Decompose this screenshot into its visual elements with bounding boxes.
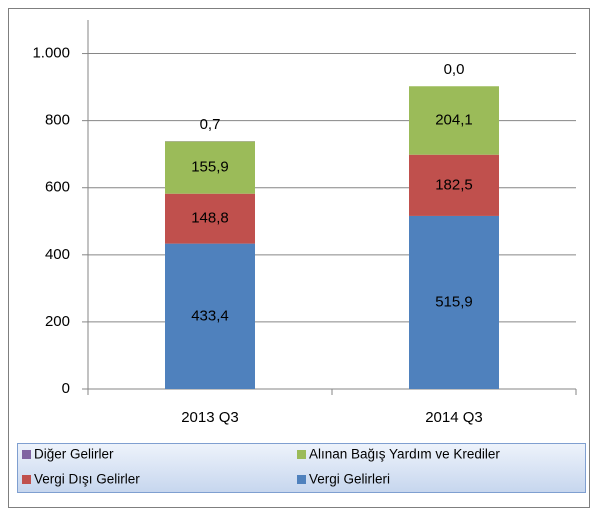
data-label: 182,5 (435, 176, 473, 193)
data-label: 148,8 (191, 210, 229, 227)
data-label: 155,9 (191, 159, 229, 176)
data-label: 0,0 (444, 61, 465, 78)
legend-label: Alınan Bağış Yardım ve Krediler (309, 447, 500, 462)
bar-segment (409, 215, 499, 389)
bar-segment (409, 154, 499, 216)
x-tick-label: 2014 Q3 (425, 409, 483, 426)
data-label: 204,1 (435, 111, 473, 128)
y-tick-label: 1.000 (32, 45, 70, 62)
legend-swatch (22, 450, 31, 459)
y-tick-label: 400 (45, 246, 70, 263)
chart-border (8, 8, 590, 508)
legend-label: Vergi Gelirleri (309, 472, 390, 487)
y-tick-label: 600 (45, 179, 70, 196)
x-tick-label: 2013 Q3 (181, 409, 239, 426)
legend-swatch (297, 475, 306, 484)
bar-segment (165, 243, 255, 389)
y-tick-label: 200 (45, 313, 70, 330)
data-label: 433,4 (191, 307, 229, 324)
y-tick-label: 800 (45, 112, 70, 129)
legend-label: Diğer Gelirler (34, 447, 114, 462)
legend-swatch (22, 475, 31, 484)
data-label: 515,9 (435, 293, 473, 310)
legend: Vergi Gelirleri Vergi Dışı Gelirler Alınan… (22, 447, 500, 487)
bar-segment (409, 86, 499, 155)
data-label: 0,7 (200, 116, 221, 133)
legend-label: Vergi Dışı Gelirler (34, 472, 140, 487)
legend-swatch (297, 450, 306, 459)
bar-segment (165, 141, 255, 194)
bar-segment (165, 193, 255, 244)
y-tick-label: 0 (62, 380, 70, 397)
